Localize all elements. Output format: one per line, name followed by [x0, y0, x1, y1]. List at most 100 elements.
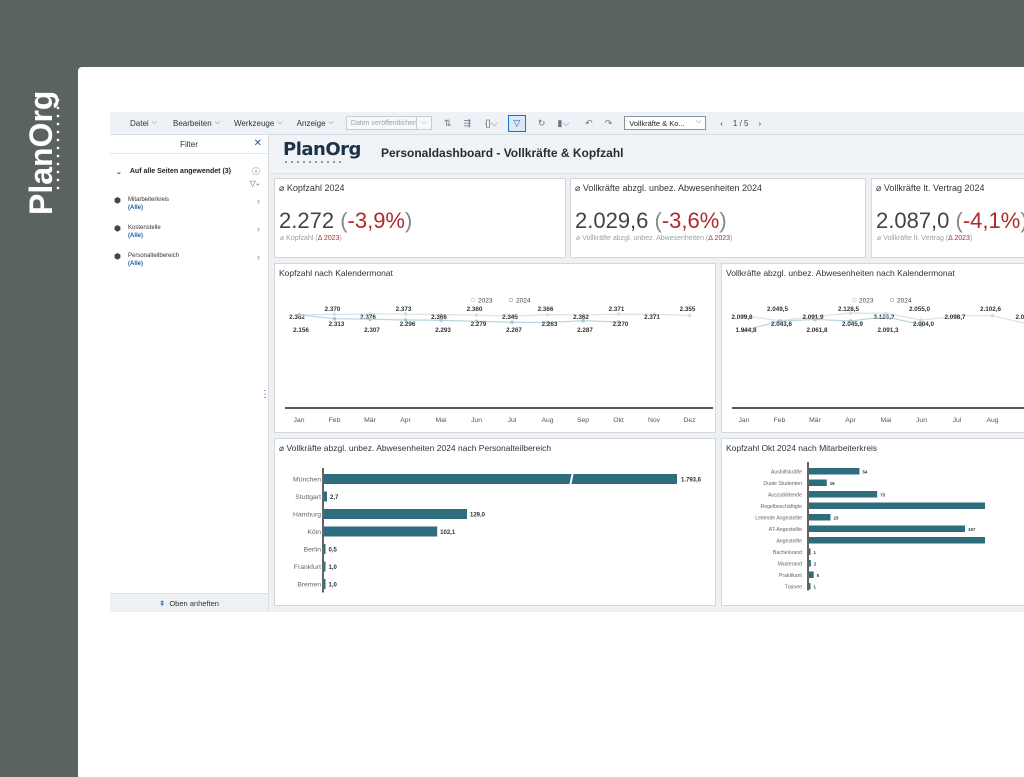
sac-app-window: Datei ⌵ Bearbeiten ⌵ Werkzeuge ⌵ Anzeige ⌵ D… [110, 112, 1024, 612]
page-select[interactable]: Vollkräfte & Ko... ⌵ [624, 116, 707, 130]
filter-toggle-icon[interactable]: ▽ [507, 114, 526, 132]
filter-item-mitarbeiterkreis[interactable]: ⬢ Mitarbeiterkreis (Alle) › [110, 196, 268, 216]
previous-page-icon[interactable]: ‹ [720, 118, 723, 128]
toolbar: Datei ⌵ Bearbeiten ⌵ Werkzeuge ⌵ Anzeige ⌵ D… [110, 112, 1024, 135]
data-import-icon[interactable]: ⇅ [443, 117, 452, 128]
data-point [581, 318, 585, 323]
resize-handle-icon[interactable]: ⋮ [260, 389, 270, 400]
filter-item-label: Personalteilbereich [128, 253, 180, 259]
data-label: 2.126,2 [873, 314, 895, 321]
legend-label: 2024 [516, 298, 531, 305]
dashboard-header: PlanOrg Personaldashboard - Vollkräfte &… [270, 135, 1024, 174]
y-tick-label: Praktikant [779, 573, 803, 579]
data-label: 2.373 [396, 306, 412, 313]
y-tick-label: Berlin [304, 546, 322, 553]
y-tick-label: Hamburg [293, 511, 321, 518]
next-page-icon[interactable]: › [758, 118, 762, 128]
menu-werkzeuge[interactable]: Werkzeuge ⌵ [234, 119, 283, 128]
chart-tile-mitarbeiterkreis[interactable]: Kopfzahl Okt 2024 nach Mitarbeiterkreis … [721, 438, 1024, 606]
x-tick-label: Okt [613, 417, 624, 424]
data-point [616, 312, 621, 317]
chevron-down-icon[interactable]: ⌄ [116, 168, 122, 176]
logo-dots [285, 161, 341, 163]
bar [809, 583, 811, 590]
data-point [990, 313, 995, 318]
y-tick-label: Masterand [777, 562, 802, 568]
data-label: 2.156 [293, 327, 309, 334]
kpi-tile-vollkraefte-vertrag[interactable]: ⌀ Vollkräfte lt. Vertrag 2024 2.087,0 (-… [871, 178, 1024, 258]
chart-tile-kopfzahl-monat[interactable]: Kopfzahl nach Kalendermonat 2023 2024 2.36… [274, 263, 716, 433]
chevron-down-icon[interactable]: ⌵ [415, 117, 431, 129]
filter-item-value: (Alle) [128, 233, 143, 239]
close-icon[interactable]: ✕ [253, 138, 262, 149]
menu-label: Anzeige [296, 118, 326, 128]
data-label: 19 [830, 481, 835, 486]
data-point [955, 314, 959, 318]
filter-item-personalteilbereich[interactable]: ⬢ Personalteilbereich (Alle) › [110, 252, 268, 272]
filter-section-label: Auf alle Seiten angewendet (3) [129, 168, 232, 175]
menu-anzeige[interactable]: Anzeige ⌵ [297, 119, 334, 128]
chart-tile-personalteilbereich[interactable]: ⌀ Vollkräfte abzgl. unbez. Abwesenheiten… [274, 438, 716, 606]
redo-icon[interactable]: ↷ [604, 117, 613, 128]
x-tick-label: Jan [294, 417, 305, 424]
chart-title: ⌀ Vollkräfte abzgl. unbez. Abwesenheiten… [279, 443, 552, 453]
planorg-logo: PlanOrg [283, 139, 361, 160]
kpi-number: 2.272 [279, 208, 335, 233]
x-tick-label: Mär [809, 417, 821, 424]
kpi-value: 2.272 (-3,9%) [279, 208, 413, 233]
dimension-cube-icon: ⬢ [114, 224, 121, 233]
filter-section-header[interactable]: ⌄ Auf alle Seiten angewendet (3) ⓘ [110, 166, 268, 177]
data-label: 2.091,3 [877, 327, 899, 334]
bar-chart-personalteilbereich: München 1.793,6 Stuttgart 2,7 Hamburg 129,0 Kö… [293, 468, 702, 593]
data-point [332, 312, 337, 317]
publish-data-button[interactable]: Daten veröffentlichen ⌵ [345, 116, 432, 130]
data-label: 2.362 [573, 314, 589, 321]
kpi-title: ⌀ Vollkräfte abzgl. unbez. Abwesenheiten… [575, 183, 763, 193]
page-select-value: Vollkräfte & Ko... [629, 118, 685, 128]
refresh-icon[interactable]: ↻ [537, 117, 546, 128]
kpi-tile-kopfzahl[interactable]: ⌀ Kopfzahl 2024 2.272 (-3,9%) ⌀ Kopfzahl… [274, 178, 566, 258]
chart-legend: 2023 2024 [851, 298, 912, 305]
info-icon[interactable]: ⓘ [252, 167, 260, 176]
x-tick-label: Jul [508, 417, 517, 424]
line-chart-vollkraefte: 2023 2024 2.099,8 2.049,5 2.091,9 2.128,5 2.12… [731, 298, 1024, 424]
formula-icon[interactable]: {}⌵ [484, 117, 498, 128]
data-point [368, 317, 372, 321]
chevron-down-icon: ⌵ [151, 119, 157, 126]
data-label: 2.313 [329, 321, 345, 328]
data-point [884, 314, 888, 319]
data-point [368, 312, 372, 316]
data-label: 2.371 [644, 314, 660, 321]
data-point [297, 313, 301, 317]
bookmark-icon[interactable]: ▮⌵ [557, 117, 570, 128]
undo-icon[interactable]: ↶ [585, 117, 593, 128]
chevron-down-icon: ⌵ [328, 119, 334, 126]
x-tick-label: Aug [541, 417, 553, 424]
menu-datei[interactable]: Datei ⌵ [130, 119, 157, 128]
kpi-sub-label: ⌀ Vollkräfte lt. Vertrag [877, 235, 944, 242]
data-label: 73 [880, 493, 885, 498]
data-point [545, 320, 550, 325]
bar [809, 468, 860, 475]
kpi-delta: -3,6% [661, 208, 720, 233]
data-label: 2.043,6 [771, 321, 793, 328]
pin-to-top-button[interactable]: ⇞ Oben anheften [110, 593, 268, 612]
data-action-icon[interactable]: ⇶ [463, 117, 471, 128]
data-label: 2.307 [364, 327, 380, 334]
filter-item-kostenstelle[interactable]: ⬢ Kostenstelle (Alle) › [110, 224, 268, 244]
series-line-2023 [743, 312, 1024, 324]
data-point [652, 312, 656, 317]
kpi-sub: ⌀ Kopfzahl (Δ 2023) [280, 235, 342, 242]
data-label: 2.014,7 [1015, 314, 1024, 321]
menu-bearbeiten[interactable]: Bearbeiten ⌵ [173, 119, 220, 128]
filter-add-icon[interactable]: ▽₊ [249, 179, 260, 188]
x-tick-label: Jun [916, 417, 927, 424]
bar [324, 544, 326, 554]
data-point [439, 312, 443, 317]
chart-tile-vollkraefte-monat[interactable]: Vollkräfte abzgl. unbez. Abwesenheiten n… [721, 263, 1024, 433]
kpi-tile-vollkraefte-abzgl[interactable]: ⌀ Vollkräfte abzgl. unbez. Abwesenheiten… [570, 178, 866, 258]
bar [324, 474, 677, 484]
y-tick-label: Auszubildende [768, 493, 802, 499]
data-label: 2.049,5 [767, 306, 789, 313]
bar [324, 526, 438, 537]
